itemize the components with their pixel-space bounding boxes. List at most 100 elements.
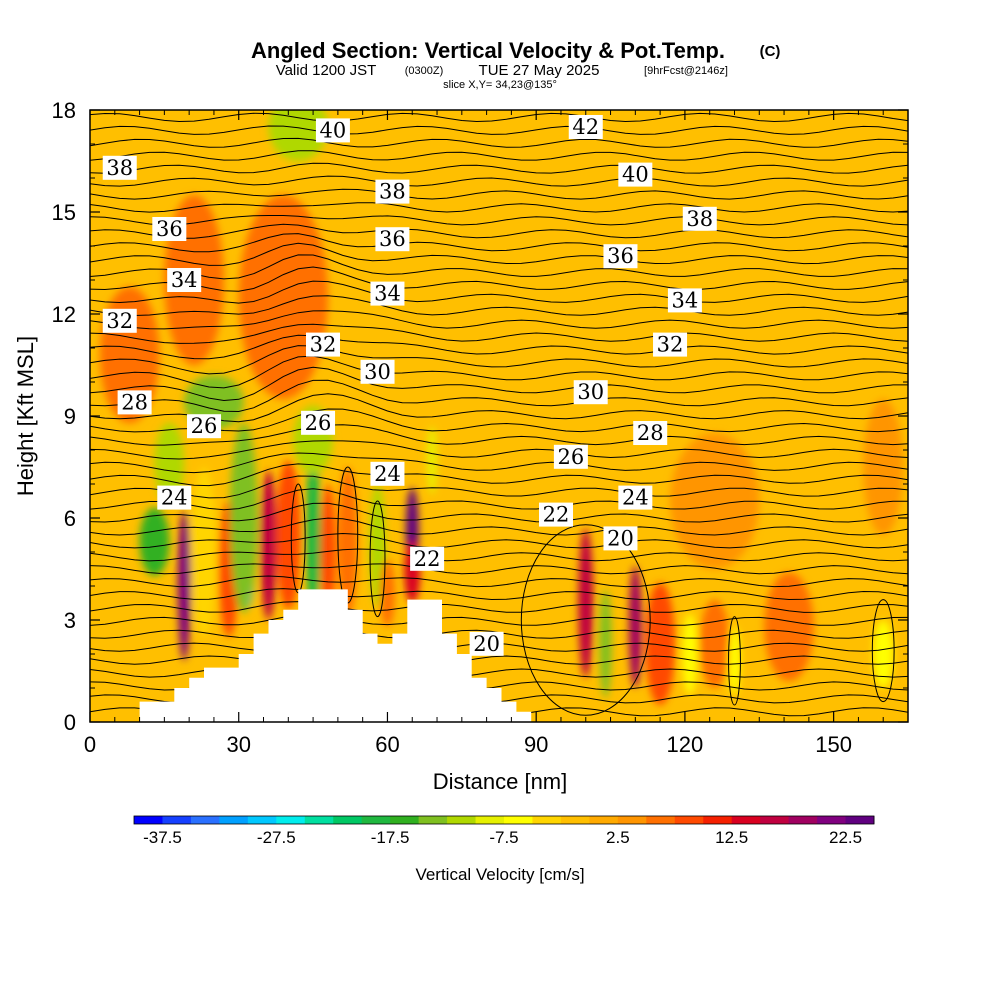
contour-label-box — [618, 485, 653, 510]
theta-contour — [90, 112, 908, 123]
plot-area — [90, 110, 908, 722]
theta-contour — [90, 463, 908, 487]
velocity-cell — [337, 467, 358, 617]
theta-contour — [90, 150, 908, 161]
theta-contour — [90, 601, 908, 613]
colorbar-swatch — [333, 816, 363, 824]
colorbar-swatch — [504, 816, 533, 824]
contour-label: 32 — [657, 333, 684, 357]
colorbar-swatch — [219, 816, 249, 824]
colorbar-swatch — [361, 816, 391, 824]
x-tick-label: 30 — [226, 732, 250, 757]
theta-contour — [90, 295, 908, 317]
contour-label: 22 — [414, 547, 441, 571]
x-tick-label: 90 — [524, 732, 548, 757]
colorbar-swatch — [788, 816, 818, 824]
velocity-cell — [139, 507, 170, 576]
colorbar-tick-label: 2.5 — [606, 828, 630, 847]
contour-label: 40 — [622, 163, 649, 187]
contour-label-box — [301, 410, 336, 435]
velocity-cell — [229, 422, 258, 614]
theta-contour — [90, 175, 908, 187]
contour-label: 42 — [572, 115, 599, 139]
theta-contour — [90, 475, 908, 499]
contour-label: 34 — [374, 282, 401, 306]
velocity-cell — [699, 599, 730, 688]
chart-title: Angled Section: Vertical Velocity & Pot.… — [251, 38, 725, 63]
theta-contour — [90, 254, 908, 280]
contour-label-box — [603, 244, 638, 269]
title-units: (C) — [760, 43, 781, 60]
theta-contour — [90, 532, 908, 549]
contour-label-box — [375, 227, 410, 252]
contour-label: 40 — [320, 118, 347, 142]
y-tick-label: 9 — [64, 404, 76, 429]
contour-label: 30 — [364, 360, 391, 384]
velocity-cell — [682, 613, 698, 695]
theta-contour — [90, 233, 908, 253]
contour-label-box — [603, 526, 638, 551]
colorbar: -37.5 -27.5 -17.5 -7.5 2.5 12.5 22.5 — [133, 815, 875, 847]
x-tick-label: 120 — [667, 732, 704, 757]
theta-contour — [90, 323, 908, 344]
contour-label-box — [410, 546, 445, 571]
colorbar-swatch — [247, 816, 277, 824]
velocity-cell — [427, 426, 438, 495]
theta-contour — [90, 202, 908, 213]
theta-contour — [90, 345, 908, 375]
theta-contour — [871, 599, 895, 703]
y-tick-label: 0 — [64, 710, 76, 735]
theta-contour — [90, 310, 908, 330]
velocity-cell — [305, 450, 321, 620]
contour-label: 26 — [305, 411, 332, 435]
colorbar-swatch — [560, 816, 590, 824]
colorbar-swatch — [134, 816, 163, 824]
theta-contour — [90, 137, 908, 148]
colorbar-swatch — [304, 816, 334, 824]
contour-label: 34 — [171, 268, 198, 292]
theta-contour — [90, 588, 908, 601]
velocity-cell — [275, 460, 301, 610]
valid-utc-label: (0300Z) — [405, 65, 444, 77]
contour-label-box — [618, 162, 653, 187]
theta-contour — [728, 616, 741, 706]
velocity-cell — [578, 528, 594, 678]
theta-contour — [90, 280, 908, 304]
colorbar-swatch — [447, 816, 477, 824]
contour-label: 38 — [106, 156, 133, 180]
x-tick-label: 60 — [375, 732, 399, 757]
valid-time-label: Valid 1200 JST — [276, 62, 377, 79]
theta-contour — [90, 654, 908, 665]
contour-label-box — [167, 268, 202, 292]
colorbar-swatch — [532, 816, 562, 824]
contour-label: 22 — [543, 503, 570, 527]
theta-contour — [90, 334, 908, 360]
terrain-mask — [90, 589, 908, 722]
contour-label: 32 — [106, 309, 133, 333]
theta-contour — [90, 162, 908, 174]
theta-contour — [90, 517, 908, 536]
contour-label: 24 — [161, 486, 188, 510]
contour-label-box — [568, 115, 603, 139]
colorbar-tick-label: 12.5 — [715, 828, 748, 847]
contour-label: 28 — [637, 421, 664, 445]
contour-label: 20 — [607, 526, 634, 550]
contour-label-box — [102, 308, 137, 333]
colorbar-tick-label: 22.5 — [829, 828, 862, 847]
contour-label: 30 — [577, 380, 604, 404]
contour-label: 28 — [121, 390, 148, 414]
colorbar-swatch — [390, 816, 420, 824]
colorbar-swatch — [760, 816, 790, 824]
velocity-cell — [260, 470, 277, 620]
velocity-cell — [238, 195, 328, 399]
velocity-cell — [645, 582, 675, 705]
contour-label-box — [667, 288, 702, 313]
contour-label-box — [360, 359, 395, 384]
y-tick-label: 3 — [64, 608, 76, 633]
contour-label: 24 — [374, 462, 401, 486]
colorbar-tick-label: -37.5 — [143, 828, 182, 847]
theta-contour — [90, 379, 908, 413]
theta-contour — [369, 500, 386, 618]
contour-label-box — [633, 421, 668, 445]
